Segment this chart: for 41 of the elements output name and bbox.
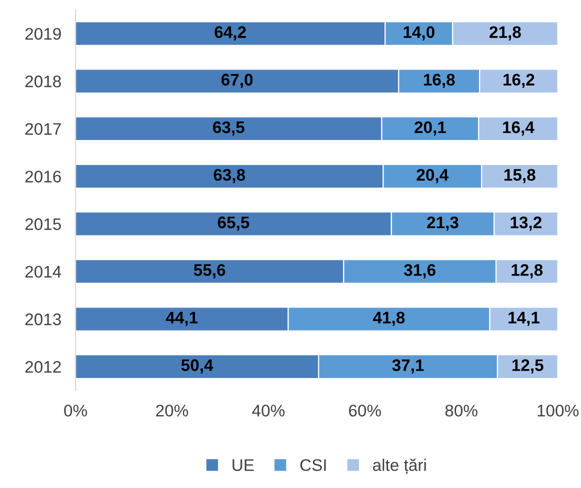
y-tick-label: 2016 bbox=[25, 170, 61, 182]
x-tick-label: 40% bbox=[252, 404, 285, 417]
data-label: 14,1 bbox=[508, 312, 540, 326]
data-label: 13,2 bbox=[510, 216, 542, 231]
y-tick-label: 2012 bbox=[25, 361, 61, 373]
data-label: 14,0 bbox=[404, 26, 434, 40]
x-tick-label: 100% bbox=[538, 404, 578, 417]
data-label: 20,4 bbox=[416, 168, 449, 184]
data-label: 21,8 bbox=[490, 26, 521, 40]
data-label: 15,8 bbox=[504, 168, 536, 184]
data-label: 63,8 bbox=[214, 168, 246, 184]
data-label: 31,6 bbox=[404, 264, 436, 278]
y-tick-label: 2014 bbox=[25, 266, 62, 278]
data-label: 37,1 bbox=[392, 359, 424, 374]
data-label: 50,4 bbox=[181, 359, 214, 374]
y-tick-label: 2019 bbox=[25, 28, 61, 40]
y-tick-label: 2017 bbox=[25, 123, 61, 135]
data-label: 16,2 bbox=[504, 74, 534, 88]
data-label: 21,3 bbox=[427, 216, 458, 231]
data-label: 16,8 bbox=[424, 74, 455, 88]
data-label: 41,8 bbox=[373, 312, 405, 326]
data-label: 65,5 bbox=[218, 216, 250, 231]
x-tick-label: 60% bbox=[349, 404, 381, 417]
data-label: 67,0 bbox=[221, 74, 253, 88]
data-label: 44,1 bbox=[166, 312, 198, 326]
data-label: 64,2 bbox=[214, 26, 246, 40]
y-tick-label: 2015 bbox=[25, 218, 61, 230]
data-label: 20,1 bbox=[414, 121, 446, 136]
data-label: 55,6 bbox=[194, 264, 226, 278]
data-label: 16,4 bbox=[503, 121, 534, 136]
legend-label: CSI bbox=[300, 459, 326, 471]
x-tick-label: 20% bbox=[156, 404, 188, 417]
y-tick-label: 2018 bbox=[25, 76, 61, 88]
legend-label: UE bbox=[232, 459, 254, 471]
x-tick-label: 0% bbox=[64, 404, 87, 417]
y-tick-label: 2013 bbox=[25, 313, 61, 326]
x-tick-label: 80% bbox=[445, 404, 478, 417]
legend-label: alte țări bbox=[372, 458, 426, 474]
data-label: 12,5 bbox=[512, 359, 544, 374]
data-label: 63,5 bbox=[213, 121, 244, 136]
data-label: 12,8 bbox=[512, 264, 543, 278]
